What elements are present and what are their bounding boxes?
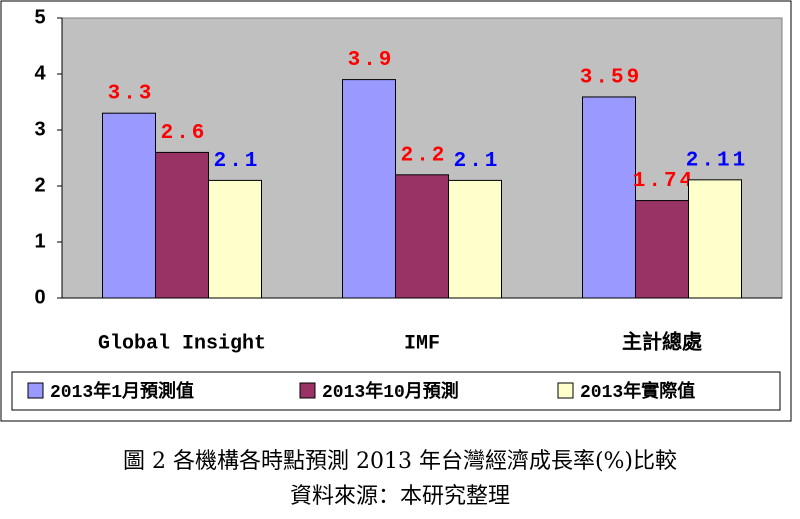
legend-swatch	[299, 382, 316, 399]
value-label: 1.74	[633, 170, 695, 193]
value-label: 2.11	[686, 149, 748, 172]
y-tick-label: 5	[34, 6, 45, 28]
x-tick-label: Global Insight	[98, 332, 266, 355]
legend-label: 2013年10月預測	[322, 380, 459, 403]
x-tick-label: IMF	[404, 332, 440, 355]
legend-swatch	[27, 382, 44, 399]
y-tick-label: 1	[34, 230, 45, 252]
legend	[11, 371, 781, 411]
bar	[688, 179, 742, 299]
legend-label: 2013年1月預測值	[50, 380, 194, 403]
bar	[208, 179, 262, 299]
bar	[448, 179, 502, 299]
value-label: 3.59	[580, 67, 642, 90]
value-label: 3.9	[348, 49, 395, 72]
legend-label: 2013年實際值	[580, 380, 695, 403]
value-label: 2.2	[401, 144, 448, 167]
value-label: 2.1	[214, 150, 261, 173]
value-label: 2.6	[161, 122, 208, 145]
bar	[342, 79, 396, 299]
y-tick-label: 2	[34, 174, 45, 196]
bar	[102, 112, 156, 299]
legend-swatch	[557, 382, 574, 399]
value-label: 3.3	[108, 83, 155, 106]
y-tick-label: 0	[34, 286, 45, 308]
bar	[582, 96, 636, 299]
x-tick-label: 主計總處	[622, 329, 702, 355]
value-label: 2.1	[454, 150, 501, 173]
source-note: 資料來源：本研究整理	[290, 484, 510, 509]
caption: 圖 2 各機構各時點預測 2013 年台灣經濟成長率(%)比較	[123, 449, 677, 474]
y-tick-label: 3	[34, 118, 45, 140]
bar	[395, 174, 449, 299]
y-tick-label: 4	[34, 62, 46, 84]
bar	[635, 200, 689, 299]
bar	[155, 151, 209, 299]
